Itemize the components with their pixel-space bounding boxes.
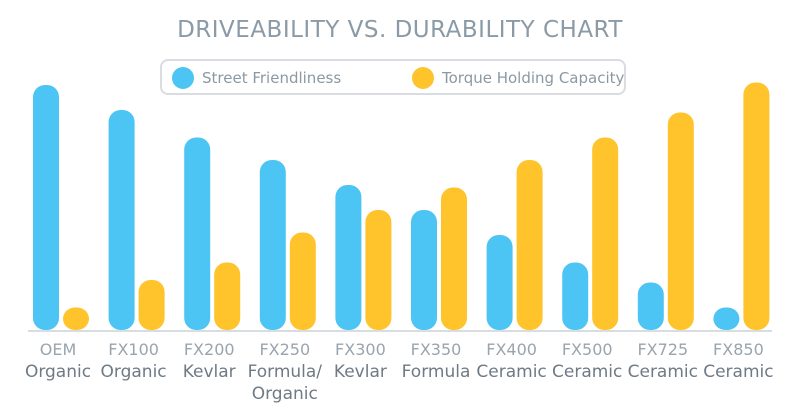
legend-swatch-torque-holding-capacity bbox=[412, 67, 434, 89]
chart-title: DRIVEABILITY VS. DURABILITY CHART bbox=[177, 17, 623, 43]
x-tick-material-8-1: Ceramic bbox=[628, 362, 698, 382]
bar-torque-holding-capacity-4 bbox=[365, 210, 392, 330]
bar-torque-holding-capacity-8 bbox=[667, 112, 694, 330]
bar-torque-holding-capacity-2 bbox=[214, 262, 241, 330]
legend-swatch-street-friendliness bbox=[172, 67, 194, 89]
x-tick-material-0-1: Organic bbox=[25, 362, 91, 382]
bar-street-friendliness-7 bbox=[562, 262, 589, 330]
bar-street-friendliness-5 bbox=[411, 210, 437, 330]
legend-item-street-friendliness: Street Friendliness bbox=[172, 67, 341, 89]
legend-label-street-friendliness: Street Friendliness bbox=[202, 69, 342, 87]
x-tick-material-4-1: Kevlar bbox=[334, 362, 387, 382]
x-tick-material-2-1: Kevlar bbox=[183, 362, 236, 382]
x-tick-material-3-2: Organic bbox=[252, 384, 318, 404]
x-tick-model-7: FX500 bbox=[562, 340, 613, 359]
chart-legend: Street Friendliness Torque Holding Capac… bbox=[160, 59, 626, 95]
x-tick-model-0: OEM bbox=[40, 340, 77, 359]
x-tick-model-3: FX250 bbox=[259, 340, 310, 359]
bar-torque-holding-capacity-5 bbox=[441, 187, 467, 330]
x-tick-model-6: FX400 bbox=[486, 340, 537, 359]
legend-label-torque-holding-capacity: Torque Holding Capacity bbox=[442, 69, 625, 87]
x-tick-model-8: FX725 bbox=[637, 340, 688, 359]
bar-street-friendliness-2 bbox=[184, 137, 211, 330]
x-tick-material-9-1: Ceramic bbox=[703, 362, 773, 382]
x-tick-model-1: FX100 bbox=[108, 340, 159, 359]
x-tick-model-9: FX850 bbox=[713, 340, 764, 359]
legend-item-torque-holding-capacity: Torque Holding Capacity bbox=[412, 67, 624, 89]
bar-street-friendliness-6 bbox=[486, 235, 513, 330]
bar-torque-holding-capacity-3 bbox=[289, 232, 316, 330]
bar-torque-holding-capacity-0 bbox=[63, 307, 89, 330]
bar-torque-holding-capacity-1 bbox=[138, 280, 165, 330]
x-tick-material-3-1: Formula/ bbox=[248, 362, 323, 382]
x-tick-model-2: FX200 bbox=[184, 340, 235, 359]
x-tick-material-5-1: Formula bbox=[402, 362, 471, 382]
bar-torque-holding-capacity-6 bbox=[516, 160, 543, 330]
bar-torque-holding-capacity-7 bbox=[592, 137, 619, 330]
bar-street-friendliness-1 bbox=[108, 110, 135, 330]
x-tick-model-4: FX300 bbox=[335, 340, 386, 359]
bar-street-friendliness-4 bbox=[335, 185, 362, 330]
x-tick-material-7-1: Ceramic bbox=[552, 362, 622, 382]
bar-street-friendliness-8 bbox=[637, 282, 664, 330]
x-tick-model-5: FX350 bbox=[411, 340, 462, 359]
bar-torque-holding-capacity-9 bbox=[743, 82, 770, 330]
x-tick-material-6-1: Ceramic bbox=[476, 362, 546, 382]
bar-street-friendliness-3 bbox=[259, 160, 286, 330]
bar-street-friendliness-9 bbox=[713, 307, 740, 330]
x-tick-material-1-1: Organic bbox=[101, 362, 167, 382]
bar-street-friendliness-0 bbox=[33, 85, 59, 330]
